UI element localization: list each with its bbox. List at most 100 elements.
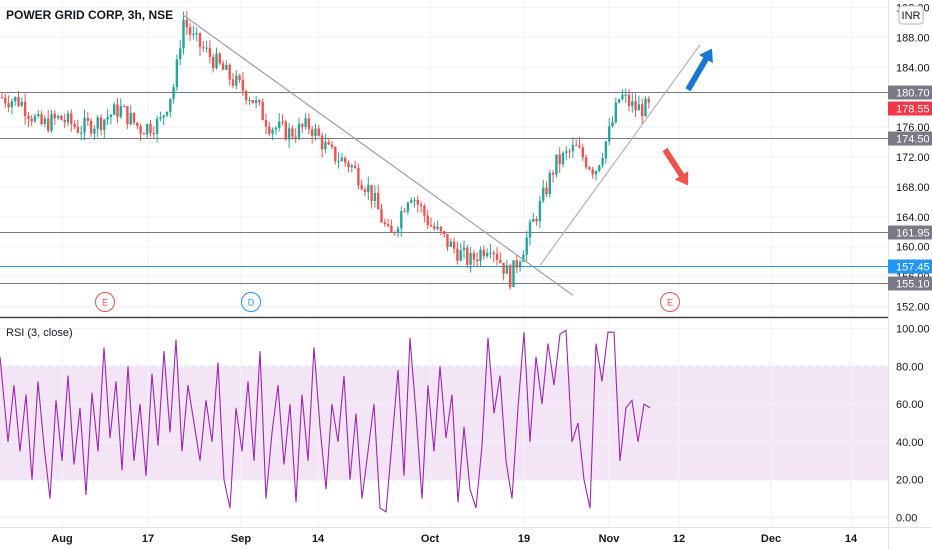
candle-body (380, 209, 383, 223)
time-tick-label: 17 (142, 533, 154, 545)
candle-body (53, 113, 56, 119)
candle-body (644, 98, 647, 117)
candle-body (423, 205, 426, 216)
candle-body (208, 47, 212, 58)
trendline (182, 14, 574, 296)
candle-body (301, 124, 304, 127)
candle-body (268, 126, 271, 134)
candle-body (66, 113, 70, 123)
candle-body (17, 96, 20, 106)
candle-body (165, 111, 169, 116)
candle-body (499, 259, 502, 263)
event-marker (95, 292, 115, 312)
candle-body (363, 189, 367, 193)
candle-body (489, 252, 492, 254)
candle-body (390, 225, 393, 233)
rsi-band (0, 365, 888, 481)
candle-body (413, 199, 416, 201)
candle-body (624, 94, 627, 96)
rsi-axis[interactable]: 0.00 20.00 40.00 60.00 80.00 100.00 (896, 323, 930, 524)
candle-body (373, 192, 377, 202)
candle-body (287, 128, 291, 140)
candle-body (258, 100, 261, 102)
candle-body (122, 106, 126, 108)
candle-body (429, 225, 433, 227)
currency-button-frame[interactable] (898, 5, 924, 25)
candle-body (271, 129, 274, 134)
candle-body (27, 115, 30, 119)
candle-body (33, 116, 37, 122)
price-tick-label: 160.00 (896, 242, 930, 254)
candle-body (99, 117, 103, 131)
candle-body (284, 121, 287, 140)
candle-body (245, 90, 248, 101)
candle-body (512, 260, 515, 288)
candle-body (334, 146, 337, 162)
currency-label[interactable]: INR (902, 10, 921, 22)
candle-body (205, 47, 208, 49)
candle-body (509, 265, 512, 288)
candle-body (565, 151, 568, 153)
candle-body (367, 185, 370, 193)
candle-body (357, 168, 360, 186)
candle-body (43, 118, 47, 125)
level-badge-label: 180.70 (896, 88, 930, 100)
candle-body (93, 128, 96, 134)
candle-body (169, 98, 172, 112)
candle-body (314, 128, 317, 136)
rsi-tick-label: 60.00 (896, 399, 924, 411)
candle-body (215, 53, 218, 69)
candle-body (647, 98, 650, 103)
candle-body (433, 226, 436, 229)
candle-body (96, 117, 99, 129)
candle-body (505, 265, 509, 274)
candle-body (459, 250, 462, 261)
candle-body (327, 141, 330, 145)
candle-body (360, 185, 363, 190)
time-tick-label: 14 (312, 533, 325, 545)
candle-body (627, 94, 631, 107)
level-badge (888, 225, 932, 240)
candle-body (155, 118, 159, 135)
candle-body (126, 106, 129, 125)
candle-body (185, 19, 188, 28)
price-tick-label: 176.00 (896, 122, 930, 134)
time-axis[interactable]: Aug 17 Sep 14 Oct 19 Nov 12 Dec 14 (51, 533, 858, 545)
level-badge-label: 157.45 (896, 262, 930, 274)
candle-body (241, 79, 245, 91)
candle-body (10, 101, 14, 107)
time-tick-label: Oct (421, 533, 440, 545)
price-tick-label: 184.00 (896, 62, 930, 74)
candle-body (23, 101, 27, 116)
trendline (539, 44, 701, 266)
last-price-badge (888, 101, 932, 116)
candle-body (522, 254, 525, 262)
candle-body (162, 115, 165, 118)
candle-body (479, 249, 482, 262)
last-price-label: 178.55 (896, 104, 930, 116)
event-marker (660, 292, 680, 312)
candle-body (109, 114, 113, 118)
candle-body (416, 199, 419, 205)
currency-button[interactable]: INR (898, 5, 924, 25)
time-tick-label: 19 (518, 533, 530, 545)
candle-body (419, 204, 423, 206)
candle-body (50, 113, 53, 131)
candle-body (179, 48, 182, 60)
candle-body (7, 103, 10, 107)
candle-body (103, 119, 106, 131)
candle-body (212, 57, 215, 69)
event-marker-label: D (248, 298, 255, 308)
candle-body (548, 172, 551, 195)
candle-body (393, 232, 396, 234)
candle-body (311, 129, 314, 136)
candle-body (317, 128, 320, 136)
chart-title: POWER GRID CORP, 3h, NSE (6, 8, 173, 22)
candle-body (555, 154, 558, 175)
candle-body (403, 211, 406, 213)
candle-body (611, 122, 614, 127)
candle-body (337, 161, 340, 163)
rsi-line (0, 329, 651, 513)
candle-body (0, 97, 4, 99)
candle-body (340, 157, 344, 162)
